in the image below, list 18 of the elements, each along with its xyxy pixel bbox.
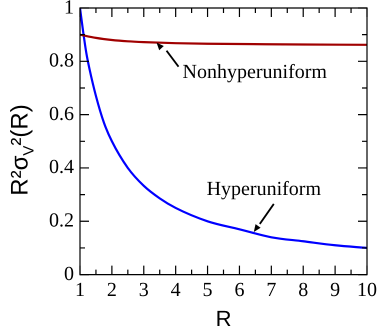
annotation: Hyperuniform [206,178,322,200]
x-tick-label: 3 [138,278,149,301]
x-tick-label: 7 [266,278,276,301]
y-tick-label: 1 [64,0,74,18]
x-tick-label: 2 [106,278,117,301]
x-tick-label: 6 [234,278,244,301]
x-tick-label: 5 [202,278,213,301]
y-tick-label: 0 [64,262,74,285]
y-tick-label: 0.2 [49,210,74,232]
x-axis-title: R [216,306,232,331]
y-tick-label: 0.4 [49,156,74,178]
annotation: Nonhyperuniform [182,60,328,83]
x-tick-label: 9 [330,278,340,301]
y-tick-label: 0.6 [49,102,74,125]
y-tick-label: 0.8 [49,50,74,72]
x-tick-label: 8 [298,278,308,301]
x-tick-label: 10 [357,278,377,301]
x-tick-label: 4 [170,278,181,301]
